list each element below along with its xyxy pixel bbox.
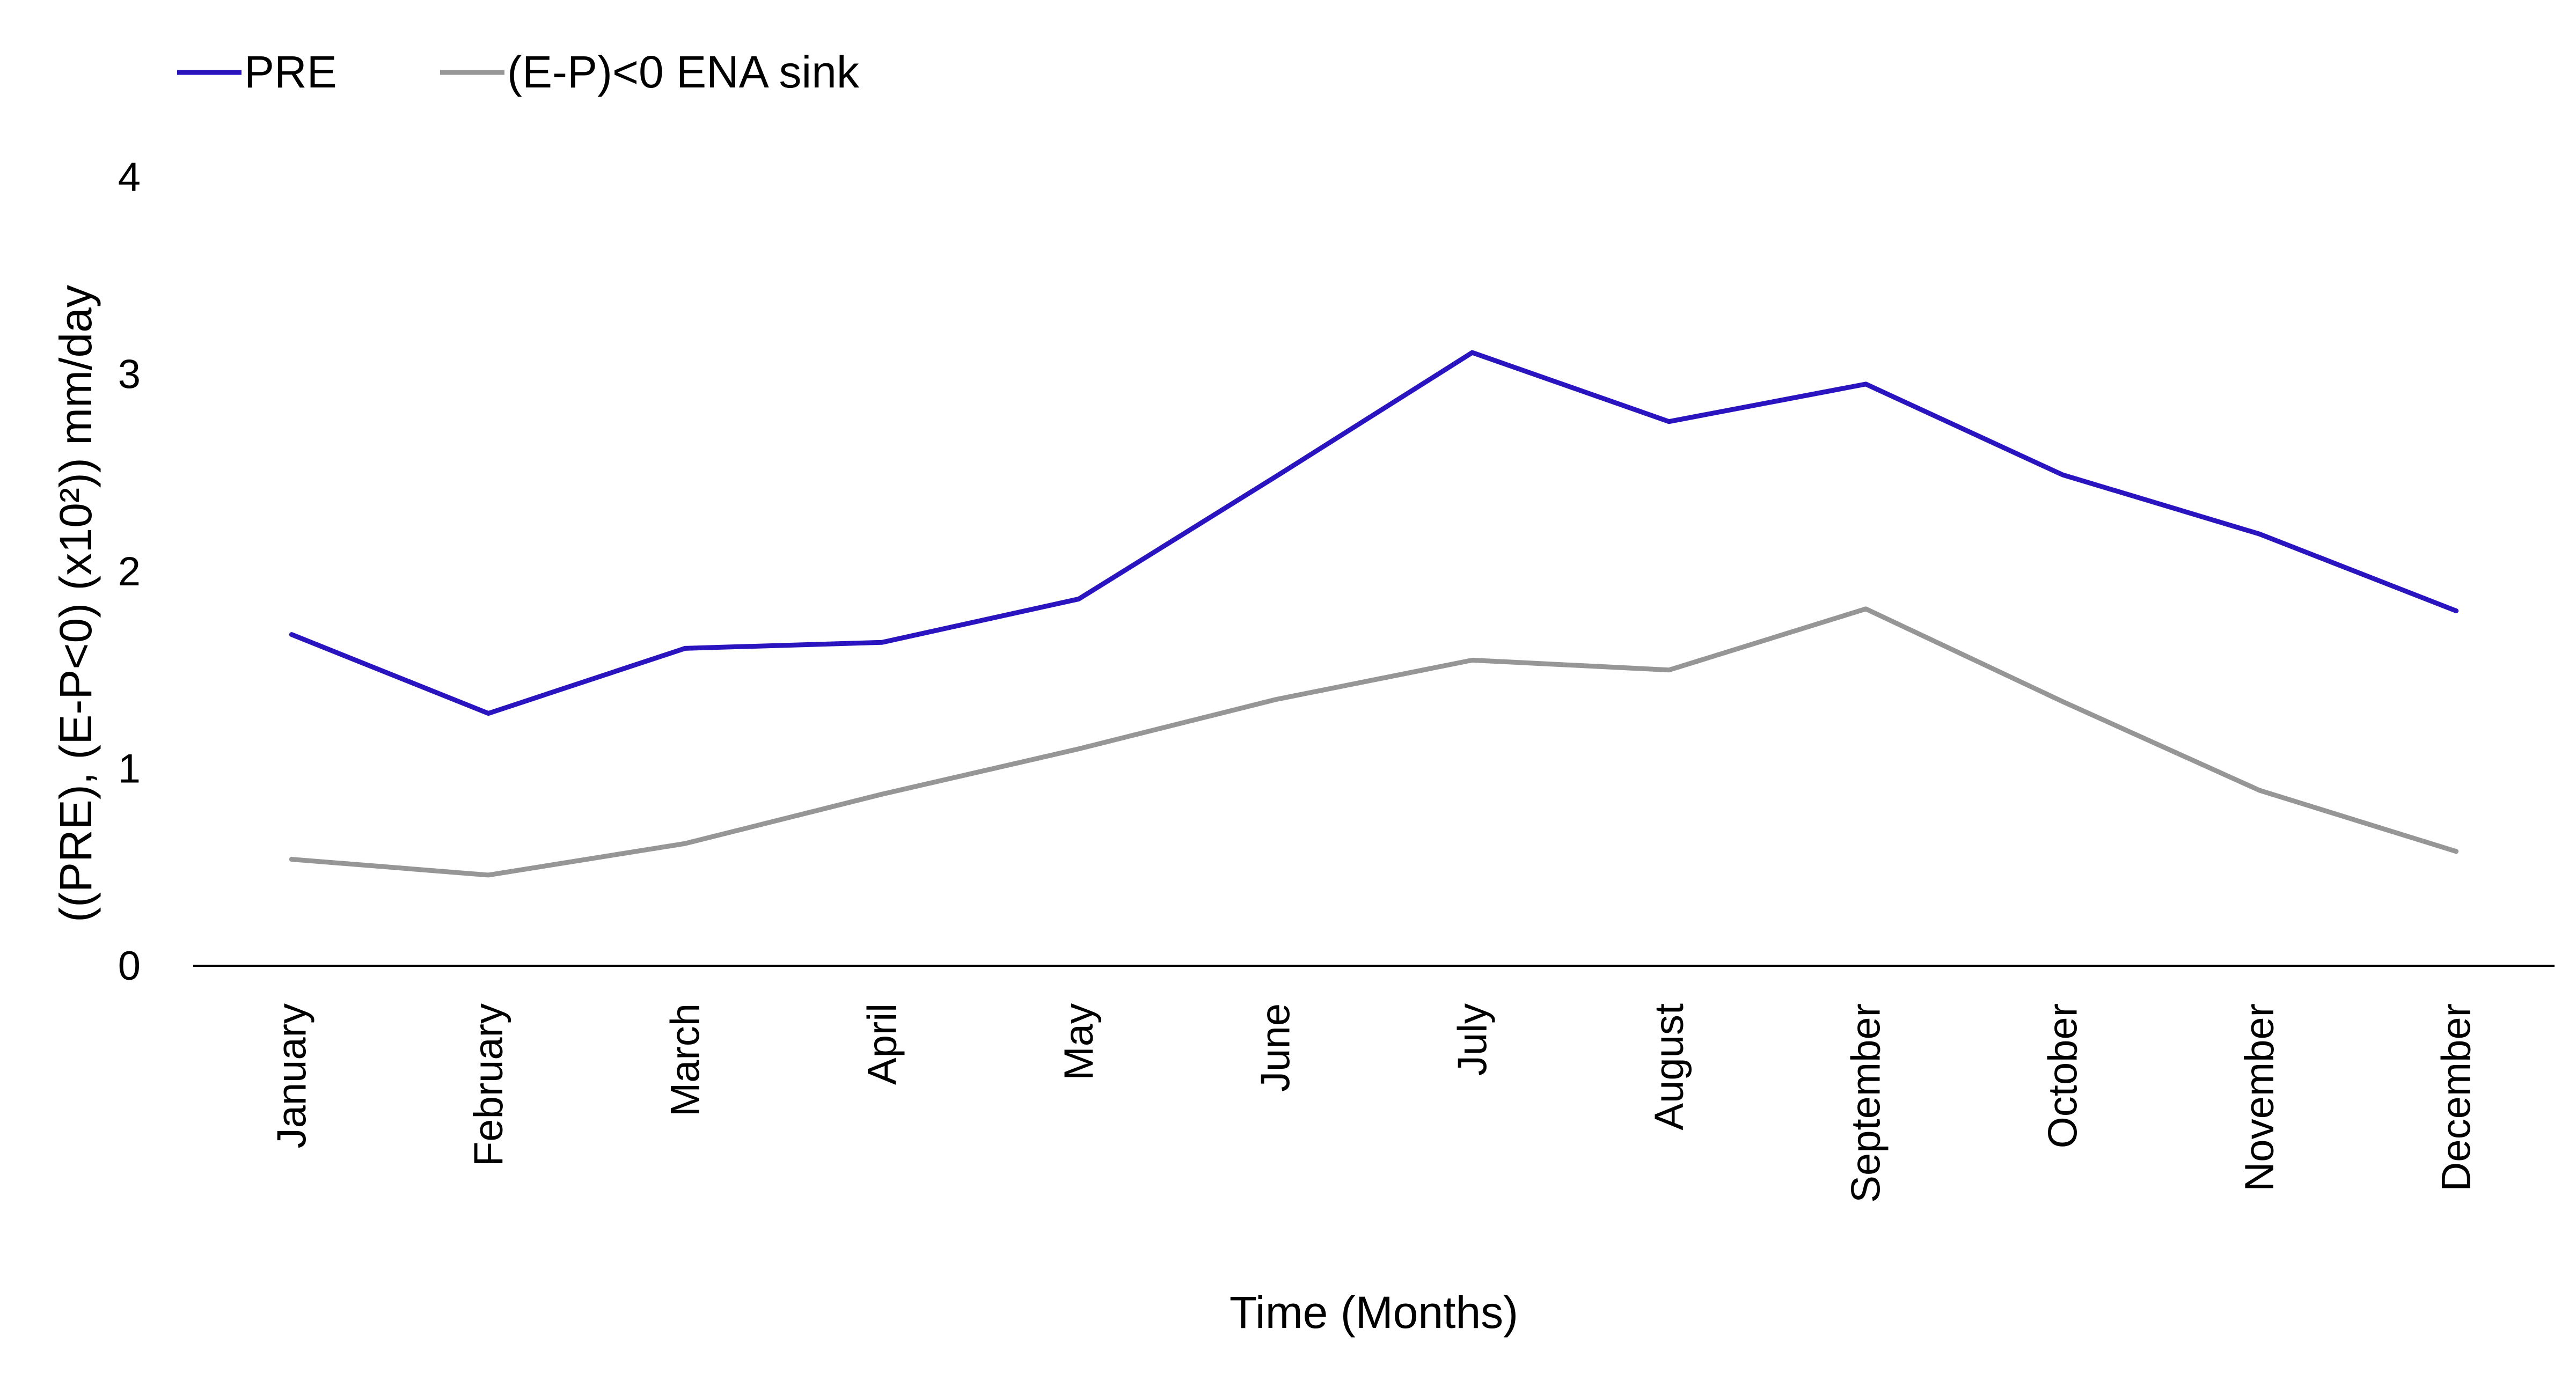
y-tick-label: 0 <box>118 943 141 989</box>
x-tick-label: October <box>2040 1003 2085 1148</box>
x-tick-label: April <box>859 1003 905 1085</box>
y-tick-label: 3 <box>118 352 141 398</box>
legend-label-1: (E-P)<0 ENA sink <box>507 47 860 97</box>
y-tick-label: 1 <box>118 746 141 792</box>
series-layer <box>289 350 2459 878</box>
x-tick-label: December <box>2434 1003 2479 1192</box>
x-tick-label: November <box>2237 1003 2282 1192</box>
x-tick-label: May <box>1056 1003 1102 1081</box>
y-tick-label: 2 <box>118 549 141 594</box>
series-line-0 <box>289 350 2459 716</box>
x-axis-ticks: January February March April May June July Augu… <box>269 1003 2479 1203</box>
x-tick-label: March <box>663 1003 708 1117</box>
legend-label-0: PRE <box>244 47 337 97</box>
legend: PRE (E-P)<0 ENA sink <box>177 47 860 97</box>
x-axis-title: Time (Months) <box>1230 1287 1518 1338</box>
y-tick-label: 4 <box>118 155 141 200</box>
x-tick-label: June <box>1253 1003 1299 1092</box>
x-tick-label: January <box>269 1003 314 1148</box>
series-line-1 <box>289 606 2459 878</box>
y-axis-title: ((PRE), (E-P<0) (x10²)) mm/day <box>50 285 101 922</box>
x-tick-label: February <box>466 1003 511 1166</box>
y-axis-ticks: 0 1 2 3 4 <box>118 155 141 989</box>
x-tick-label: July <box>1450 1003 1495 1076</box>
x-tick-label: August <box>1646 1003 1692 1130</box>
x-tick-label: September <box>1843 1003 1889 1203</box>
